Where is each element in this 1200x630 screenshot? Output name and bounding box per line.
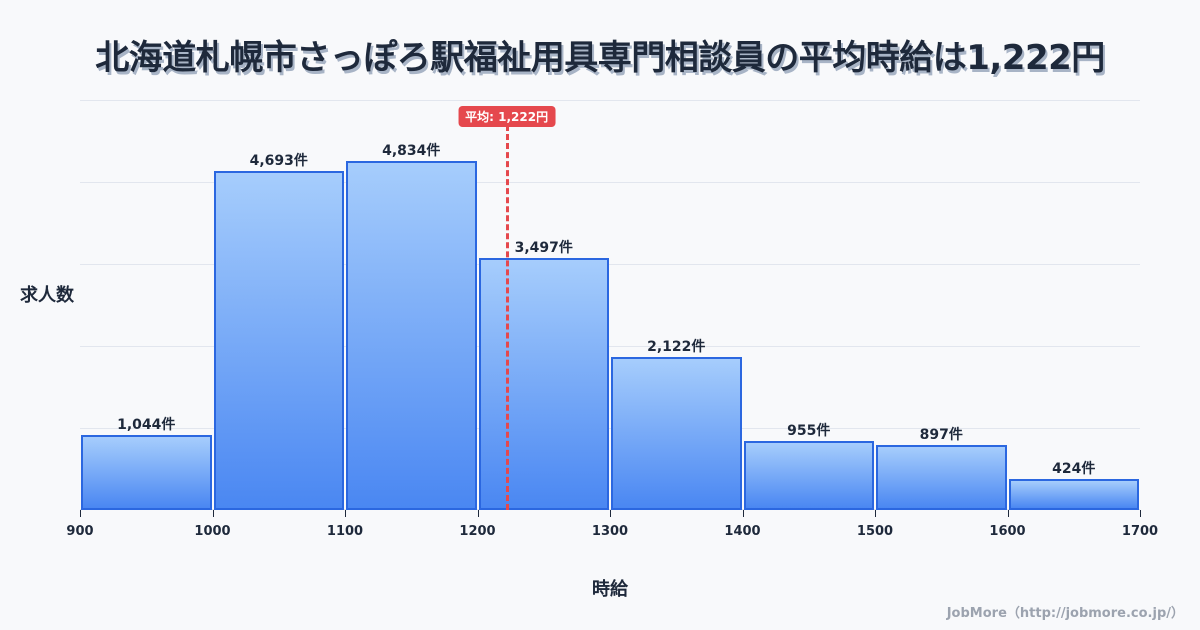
x-axis-label: 時給: [592, 579, 628, 600]
x-tick-label: 1700: [1121, 524, 1159, 539]
y-axis-label: 求人数: [20, 285, 74, 306]
x-tick-label: 1300: [591, 524, 629, 539]
x-tick-label: 1000: [194, 524, 231, 539]
bar-value-label: 424件: [1052, 461, 1096, 477]
x-tick: [1140, 510, 1141, 517]
x-tick: [477, 510, 479, 517]
histogram-bar: [81, 435, 212, 510]
bar-value-label: 1,044件: [117, 417, 176, 433]
x-tick: [345, 510, 346, 517]
histogram-bar: [1008, 479, 1139, 510]
histogram-bar: [743, 441, 874, 510]
bar-value-label: 4,834件: [382, 143, 441, 159]
x-tick-label: 1600: [989, 524, 1026, 539]
baseline: [80, 509, 1140, 510]
x-tick: [742, 510, 744, 517]
bar-value-label: 4,693件: [249, 153, 308, 169]
gridline: [80, 182, 1140, 183]
histogram-bar: [876, 445, 1007, 510]
bar-value-label: 897件: [919, 427, 963, 443]
bar-value-label: 955件: [787, 423, 831, 439]
x-tick-label: 1200: [459, 524, 496, 539]
histogram-bar: [213, 171, 344, 510]
average-line: [505, 125, 509, 510]
bar-value-label: 2,122件: [647, 339, 706, 355]
gridline: [80, 346, 1140, 347]
x-tick-label: 1100: [326, 524, 364, 539]
chart-title: 北海道札幌市さっぽろ駅福祉用具専門相談員の平均時給は1,222円: [95, 38, 1105, 78]
x-tick: [610, 510, 611, 517]
gridline: [80, 264, 1140, 265]
bar-value-label: 3,497件: [514, 240, 573, 256]
x-tick-label: 900: [66, 524, 94, 539]
histogram-bar: [611, 357, 742, 510]
x-tick: [1007, 510, 1009, 517]
histogram-bar: [478, 258, 609, 510]
gridline: [80, 428, 1140, 429]
x-tick: [80, 510, 81, 517]
credit-text: JobMore（http://jobmore.co.jp/）: [946, 606, 1184, 621]
average-badge: 平均: 1,222円: [458, 106, 556, 127]
gridline: [80, 100, 1140, 101]
x-tick: [212, 510, 214, 517]
histogram-bar: [346, 161, 477, 510]
plot-area: 1,044件 4,693件 4,834件 3,497件 2,122件 955件 897件 42…: [66, 100, 1158, 539]
x-tick-label: 1500: [856, 524, 894, 539]
x-tick: [875, 510, 876, 517]
x-tick-label: 1400: [724, 524, 761, 539]
